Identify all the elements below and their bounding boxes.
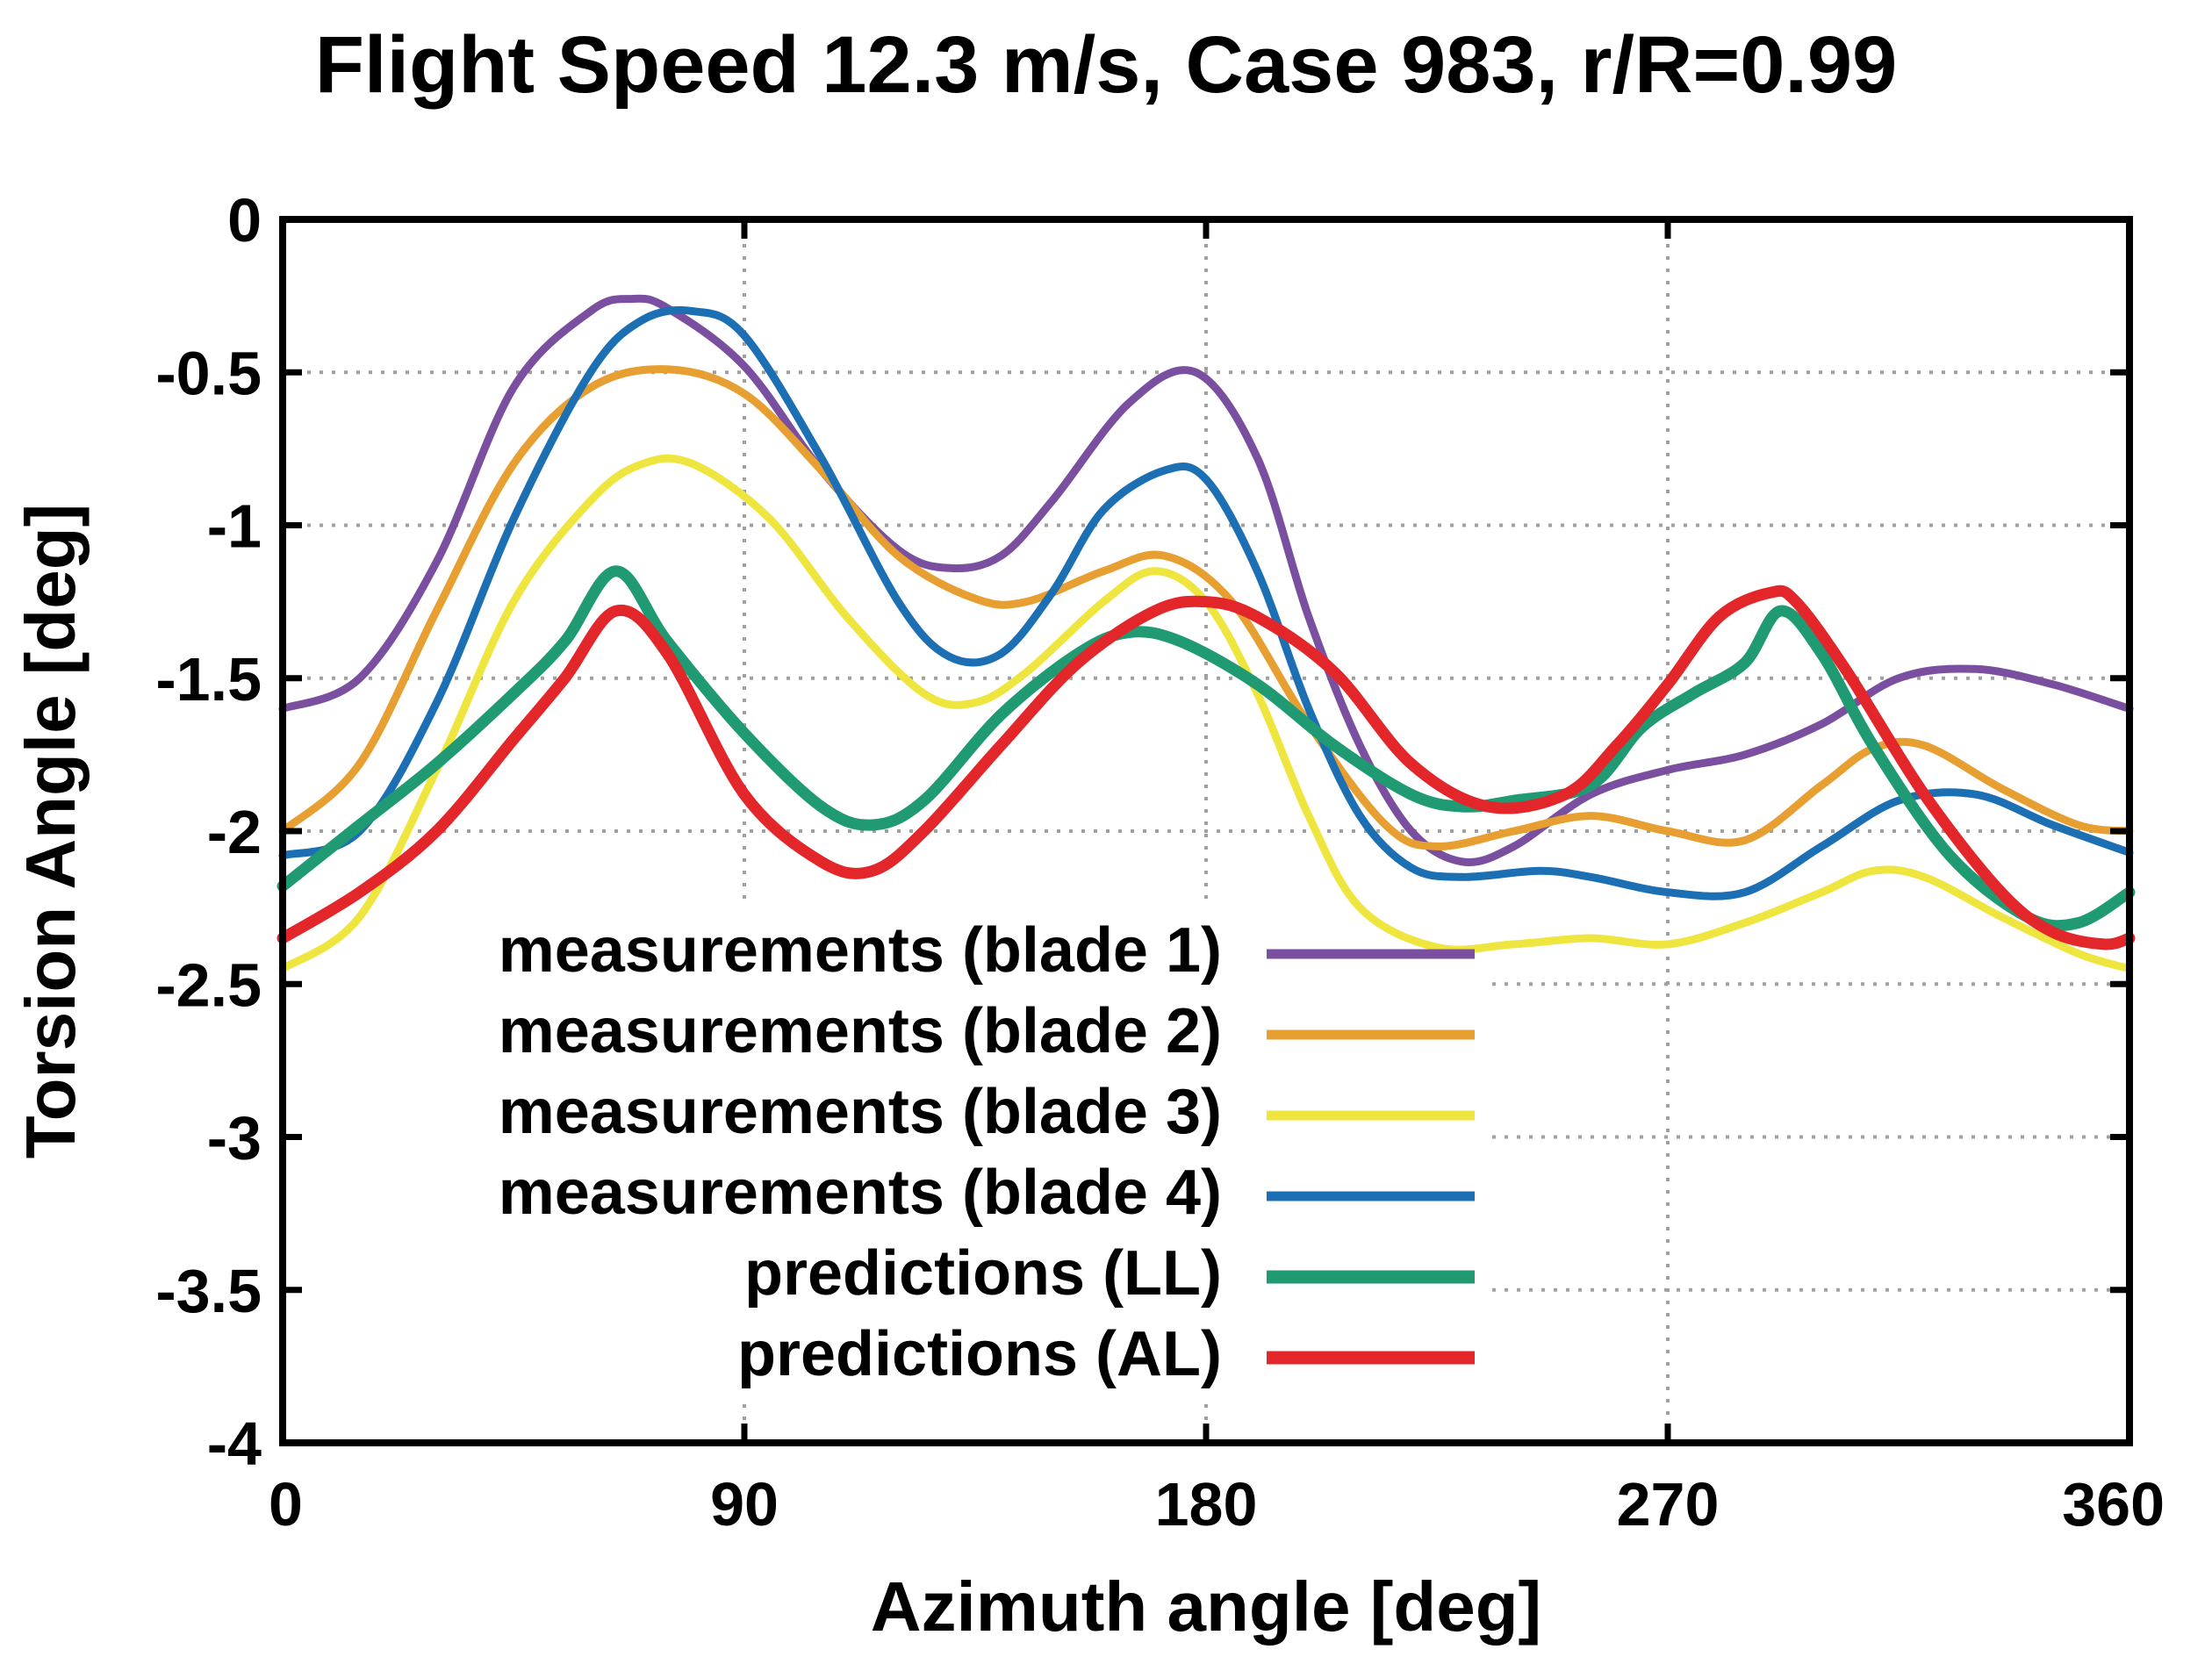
- y-tick-label: -2.5: [155, 950, 262, 1019]
- x-tick-label: 90: [710, 1470, 779, 1538]
- x-axis-label: Azimuth angle [deg]: [871, 1567, 1541, 1646]
- series-line-4: [278, 305, 2134, 900]
- x-tick-label: 360: [2062, 1470, 2165, 1538]
- series-line-6: [276, 585, 2136, 950]
- y-tick-label: -3.5: [155, 1257, 262, 1325]
- x-tick-label: 0: [269, 1470, 303, 1538]
- x-tick-label: 180: [1155, 1470, 1258, 1538]
- legend-label-4: measurements (blade 4): [499, 1158, 1222, 1228]
- series-line-3: [278, 454, 2134, 973]
- series-lines: [276, 294, 2136, 973]
- x-tick-label: 270: [1617, 1470, 1720, 1538]
- legend-label-2: measurements (blade 2): [499, 996, 1222, 1066]
- series-line-5: [276, 565, 2136, 932]
- y-tick-label: -3: [207, 1104, 262, 1173]
- y-tick-label: -4: [207, 1409, 262, 1478]
- legend-label-5: predictions (LL): [744, 1238, 1222, 1309]
- y-tick-label: 0: [227, 186, 262, 255]
- chart-title: Flight Speed 12.3 m/s, Case 983, r/R=0.9…: [315, 20, 1898, 110]
- legend: measurements (blade 1) measurements (blad…: [499, 915, 1475, 1389]
- y-tick-label: -1: [207, 492, 262, 561]
- y-tick-label: -1.5: [155, 645, 262, 714]
- series-line-1: [278, 294, 2134, 867]
- legend-label-1: measurements (blade 1): [499, 915, 1222, 986]
- y-tick-label: -0.5: [155, 339, 262, 407]
- legend-label-3: measurements (blade 3): [499, 1077, 1222, 1147]
- legend-label-6: predictions (AL): [737, 1319, 1222, 1389]
- y-tick-label: -2: [207, 798, 262, 866]
- axis-ticks: 0-0.5-1-1.5-2-2.5-3-3.5-40 90 180 270 360: [155, 186, 2165, 1538]
- y-axis-label: Torsion Angle [deg]: [11, 504, 90, 1159]
